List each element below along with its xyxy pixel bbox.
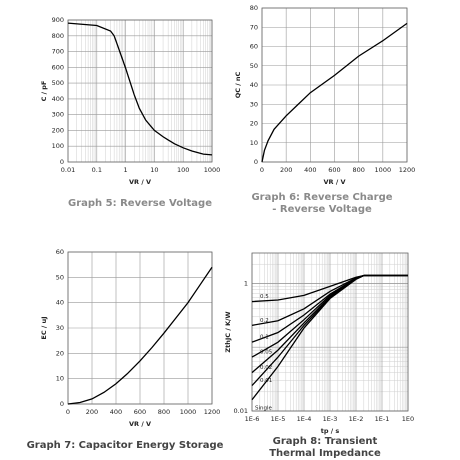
y-tick-label: 100 [52, 142, 64, 150]
x-tick-label: 1E-5 [271, 415, 286, 423]
x-tick-label: 800 [352, 166, 364, 174]
data-line [67, 266, 213, 405]
x-tick-label: 0 [260, 166, 264, 174]
x-tick-label: 1E-4 [297, 415, 312, 423]
caption: Graph 7: Capacitor Energy Storage [27, 440, 224, 451]
y-tick-label: 40 [250, 81, 258, 89]
y-tick-label: 20 [56, 349, 64, 357]
y-tick-label: 60 [56, 248, 64, 256]
x-axis-label: tp / s [321, 427, 340, 435]
x-tick-label: 1000 [204, 166, 221, 174]
y-tick-label: 10 [56, 375, 64, 383]
plot-frame [67, 19, 213, 163]
x-tick-label: 1000 [180, 408, 197, 416]
x-tick-label: 1E-1 [375, 415, 390, 423]
x-tick-label: 600 [328, 166, 340, 174]
series-label: Single [255, 405, 273, 411]
y-tick-label: 10 [250, 139, 258, 147]
y-tick-label: 0 [60, 158, 64, 166]
x-tick-label: 1E-3 [323, 415, 338, 423]
x-axis-label: VR / V [129, 420, 151, 428]
y-tick-label: 30 [250, 100, 258, 108]
x-tick-label: 400 [110, 408, 122, 416]
y-tick-label: 20 [250, 120, 258, 128]
series-label: 0.05 [260, 350, 273, 356]
x-tick-label: 1E0 [402, 415, 414, 423]
series-label: 0.02 [260, 365, 272, 371]
chart-panel: 0 200 400 600 800 1000 1200 0 10 20 30 40 50 60 70 80 VR… [234, 4, 415, 215]
caption: Thermal Impedance [269, 448, 381, 459]
y-tick-label: 70 [250, 23, 258, 31]
y-tick-label: 80 [250, 4, 258, 12]
chart-panel: 0.01 0.1 1 10 100 1000 0 100 200 300 400 500 600 700 8… [40, 16, 220, 209]
plot-frame [251, 252, 409, 412]
x-tick-label: 200 [280, 166, 292, 174]
caption: - Reverse Voltage [272, 204, 372, 215]
y-tick-label: 0 [254, 158, 258, 166]
caption: Graph 8: Transient [273, 436, 378, 447]
y-tick-label: 900 [52, 16, 64, 24]
chart-panel: 1E-6 1E-5 1E-4 1E-3 1E-2 1E-1 1E0 0.01 1 tp / s Zt… [224, 252, 414, 459]
y-axis-label: QC / nC [234, 71, 242, 98]
x-tick-label: 1200 [399, 166, 416, 174]
y-tick-label: 50 [56, 273, 64, 281]
caption: Graph 5: Reverse Voltage [68, 198, 212, 209]
y-tick-label: 400 [52, 95, 64, 103]
y-tick-label: 50 [250, 62, 258, 70]
y-tick-label: 700 [52, 48, 64, 56]
plot-frame [261, 7, 408, 163]
y-tick-label: 800 [52, 32, 64, 40]
series-label: 0.1 [260, 335, 269, 341]
x-tick-label: 100 [177, 166, 189, 174]
x-tick-label: 0.01 [61, 166, 75, 174]
caption: Graph 6: Reverse Charge [251, 192, 392, 203]
y-tick-label: 60 [250, 43, 258, 51]
y-tick-label: 300 [52, 111, 64, 119]
x-tick-label: 0 [66, 408, 70, 416]
x-tick-label: 1E-6 [245, 415, 260, 423]
y-tick-label: 1 [244, 279, 248, 287]
series-label: 0.2 [260, 318, 269, 324]
y-tick-label: 0.01 [234, 407, 248, 415]
x-axis-label: VR / V [324, 178, 346, 186]
y-tick-label: 200 [52, 126, 64, 134]
x-tick-label: 400 [304, 166, 316, 174]
x-tick-label: 1E-2 [349, 415, 364, 423]
series-line [251, 274, 408, 401]
x-tick-label: 200 [86, 408, 98, 416]
y-tick-label: 40 [56, 299, 64, 307]
series-label: 0.5 [260, 294, 269, 300]
x-tick-label: 600 [134, 408, 146, 416]
y-tick-label: 30 [56, 324, 64, 332]
x-tick-label: 1000 [375, 166, 392, 174]
chart-panel: 0 200 400 600 800 1000 1200 0 10 20 30 40 50 60 VR / V… [27, 248, 224, 451]
data-line [261, 22, 408, 163]
x-tick-label: 0.1 [92, 166, 102, 174]
y-axis-label: ZthJC / K/W [224, 311, 232, 352]
x-tick-label: 1200 [204, 408, 221, 416]
x-axis-label: VR / V [129, 178, 151, 186]
x-tick-label: 10 [150, 166, 158, 174]
y-tick-label: 500 [52, 79, 64, 87]
y-tick-label: 600 [52, 63, 64, 71]
y-axis-label: EC / uJ [40, 316, 48, 339]
x-tick-label: 1 [124, 166, 128, 174]
data-line [67, 22, 213, 156]
x-tick-label: 800 [158, 408, 170, 416]
plot-frame [67, 251, 213, 405]
y-axis-label: C / pF [40, 81, 48, 102]
y-tick-label: 0 [60, 400, 64, 408]
